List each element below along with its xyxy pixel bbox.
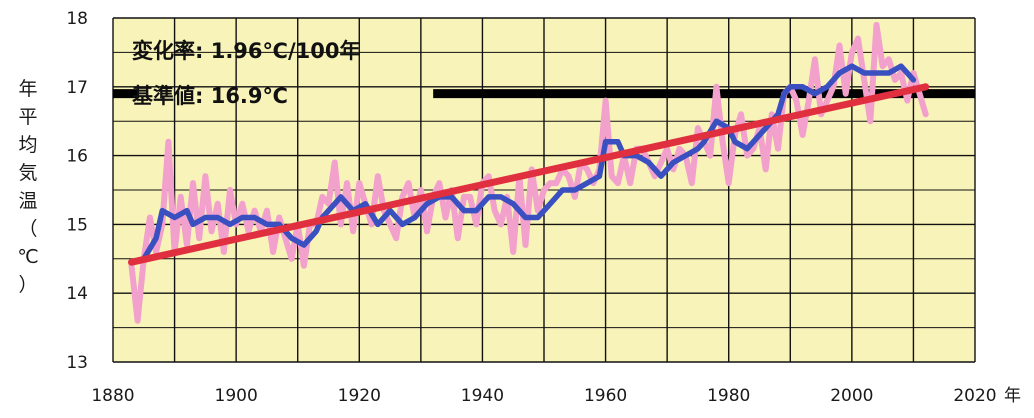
annotation-layer: 変化率: 1.96℃/100年 基準値: 16.9℃: [132, 39, 360, 108]
y-tick-label: 14: [66, 284, 88, 304]
y-axis-label-char: 均: [18, 134, 37, 156]
x-tick-label: 1960: [584, 386, 627, 406]
y-axis-label-char: 気: [18, 162, 37, 184]
x-tick-label: 1940: [461, 386, 504, 406]
y-axis-label-char: ℃: [17, 246, 38, 268]
x-tick-label: 2020: [953, 386, 996, 406]
y-tick-label: 17: [66, 78, 88, 98]
y-tick-label: 15: [66, 215, 88, 235]
axis-layer: 1880 1900 1920 1940 1960 1980 2000 2020 13 14 15 16…: [66, 9, 996, 406]
y-axis-label-char: （: [18, 218, 37, 240]
x-tick-label: 1900: [215, 386, 258, 406]
x-tick-label: 2000: [830, 386, 873, 406]
moving-average-line: [141, 63, 917, 262]
y-axis-label-char: 年: [18, 78, 37, 100]
y-axis-label-char: ）: [18, 274, 37, 296]
trend-line: [128, 83, 930, 266]
x-tick-label: 1980: [707, 386, 750, 406]
y-tick-label: 18: [66, 9, 88, 29]
x-tick-label: 1880: [91, 386, 134, 406]
y-axis-label-char: 平: [18, 106, 37, 128]
series-layer: [128, 21, 930, 324]
x-axis-label: 年: [1004, 386, 1021, 406]
y-tick-label: 16: [66, 147, 88, 167]
y-axis-label-char: 温: [18, 190, 37, 212]
annotation-baseline: 基準値: 16.9℃: [132, 84, 288, 108]
annotation-rate: 変化率: 1.96℃/100年: [132, 39, 360, 63]
x-tick-label: 1920: [338, 386, 381, 406]
y-tick-label: 13: [66, 353, 88, 373]
